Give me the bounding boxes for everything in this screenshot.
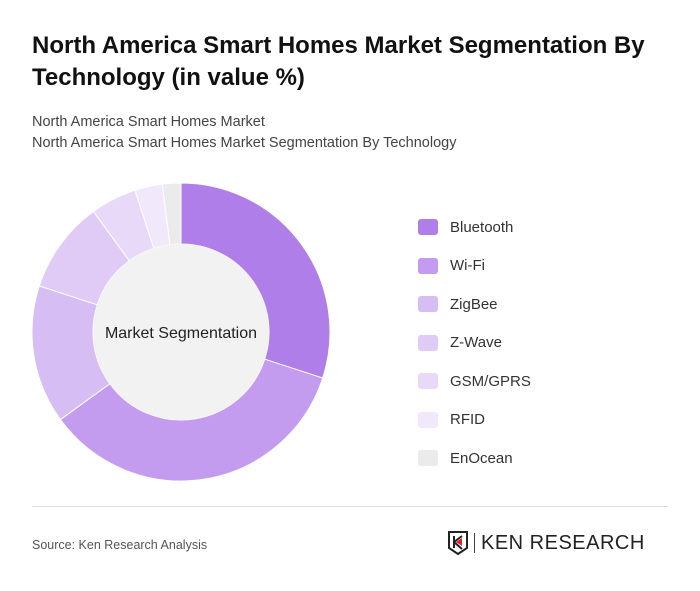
legend-label: RFID	[450, 411, 485, 429]
legend-item: Wi-Fi	[418, 247, 531, 286]
ken-logo-icon	[448, 531, 468, 556]
legend-swatch	[418, 450, 438, 467]
legend-swatch	[418, 334, 438, 351]
legend-item: EnOcean	[418, 439, 531, 478]
legend-label: Bluetooth	[450, 218, 514, 236]
legend-item: GSM/GPRS	[418, 362, 531, 401]
legend-label: ZigBee	[450, 295, 498, 313]
divider	[32, 506, 668, 507]
legend-item: Z-Wave	[418, 324, 531, 363]
legend-swatch	[418, 373, 438, 390]
donut-hole	[93, 244, 269, 420]
logo-text: KEN RESEARCH	[481, 531, 645, 554]
legend-swatch	[418, 296, 438, 313]
legend-label: EnOcean	[450, 449, 513, 467]
chart-title: North America Smart Homes Market Segment…	[32, 32, 645, 91]
legend-label: GSM/GPRS	[450, 372, 531, 390]
donut-chart: Market Segmentation	[31, 182, 331, 482]
ken-research-logo: KEN RESEARCH	[447, 530, 645, 556]
subtitle-1: North America Smart Homes Market	[32, 114, 265, 130]
legend-item: ZigBee	[418, 285, 531, 324]
legend-swatch	[418, 411, 438, 428]
legend: Bluetooth Wi-Fi ZigBee Z-Wave GSM/GPRS RFID En…	[418, 208, 531, 478]
legend-label: Wi-Fi	[450, 257, 485, 275]
legend-label: Z-Wave	[450, 334, 502, 352]
subtitle-2: North America Smart Homes Market Segment…	[32, 135, 457, 151]
legend-swatch	[418, 219, 438, 236]
legend-item: Bluetooth	[418, 208, 531, 247]
legend-swatch	[418, 257, 438, 274]
center-label: Market Segmentation	[105, 325, 257, 342]
legend-item: RFID	[418, 401, 531, 440]
source-text: Source: Ken Research Analysis	[32, 538, 208, 552]
